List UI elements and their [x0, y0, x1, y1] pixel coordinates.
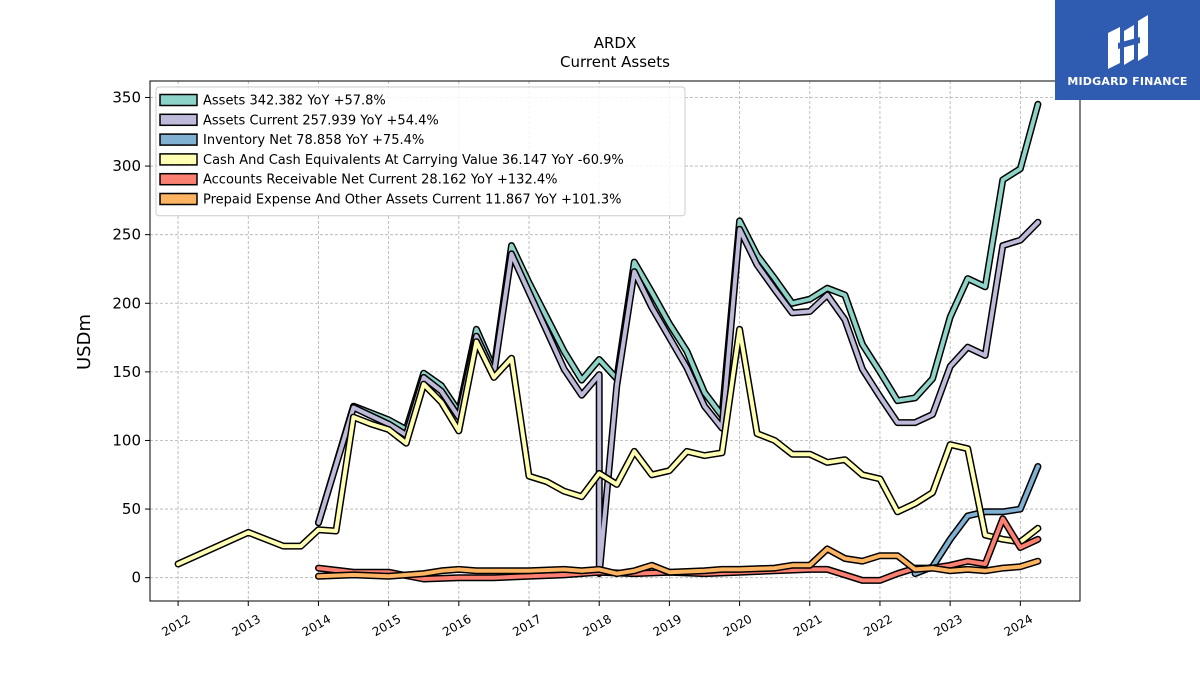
- x-tick-label: 2016: [440, 612, 473, 639]
- x-tick-label: 2021: [791, 612, 824, 639]
- y-tick-label: 150: [112, 363, 141, 381]
- series-lines: [174, 100, 1042, 584]
- legend-label: Prepaid Expense And Other Assets Current…: [203, 193, 621, 208]
- series-line-outline: [315, 218, 1042, 578]
- legend-label: Inventory Net 78.858 YoY +75.4%: [203, 133, 424, 148]
- y-axis-ticks: 0 50 100 150 200 250 300 350: [112, 88, 150, 587]
- x-tick-label: 2015: [370, 612, 403, 639]
- y-tick-label: 0: [131, 569, 141, 587]
- x-tick-label: 2024: [1002, 612, 1035, 639]
- legend-swatch: [159, 192, 198, 206]
- y-tick-label: 100: [112, 431, 141, 449]
- series-line: [316, 546, 1040, 579]
- series-4: [315, 515, 1042, 584]
- plot-frame: [149, 80, 1081, 602]
- legend-label: Assets Current 257.939 YoY +54.4%: [203, 113, 439, 128]
- legend-swatch: [159, 133, 198, 146]
- legend-swatch: [159, 113, 198, 127]
- series-line: [176, 327, 1040, 566]
- legend-swatch: [159, 93, 198, 107]
- logo-mark-icon: [1107, 14, 1148, 69]
- series-5: [315, 545, 1042, 580]
- brand-name: MIDGARD FINANCE: [1067, 74, 1188, 88]
- x-tick-label: 2012: [159, 612, 192, 639]
- legend-box: [155, 86, 686, 217]
- x-tick-label: 2014: [300, 612, 333, 639]
- series-1: [315, 218, 1042, 578]
- legend: Assets 342.382 YoY +57.8% Assets Current …: [155, 86, 686, 217]
- x-tick-label: 2018: [580, 612, 613, 639]
- legend-label: Cash And Cash Equivalents At Carrying Va…: [203, 153, 624, 168]
- chart-subtitle: Current Assets: [560, 53, 670, 71]
- y-axis-label: USDm: [74, 314, 95, 370]
- x-axis-ticks: 2012 2013 2014 2015 2016 2017 2018 2019 2020 2021…: [159, 601, 1035, 639]
- series-2: [911, 463, 1042, 578]
- y-tick-label: 50: [122, 500, 141, 518]
- series-line: [316, 516, 1040, 583]
- x-tick-label: 2017: [510, 612, 543, 639]
- y-tick-label: 250: [112, 226, 141, 244]
- x-tick-label: 2013: [230, 612, 263, 639]
- chart-title: ARDX: [594, 34, 637, 52]
- series-line: [316, 220, 1040, 576]
- legend-swatch: [159, 153, 198, 166]
- y-tick-label: 300: [112, 157, 141, 175]
- midgard-finance-logo: MIDGARD FINANCE: [1055, 0, 1200, 100]
- series-3: [174, 325, 1042, 568]
- x-tick-label: 2020: [721, 612, 754, 639]
- x-tick-label: 2019: [651, 612, 684, 639]
- legend-label: Accounts Receivable Net Current 28.162 Y…: [203, 173, 558, 188]
- y-tick-label: 200: [112, 294, 141, 312]
- series-line: [913, 464, 1040, 576]
- legend-swatch: [159, 172, 198, 186]
- y-tick-label: 350: [112, 88, 141, 106]
- x-tick-label: 2023: [931, 612, 964, 639]
- legend-label: Assets 342.382 YoY +57.8%: [203, 94, 386, 109]
- x-tick-label: 2022: [861, 612, 894, 639]
